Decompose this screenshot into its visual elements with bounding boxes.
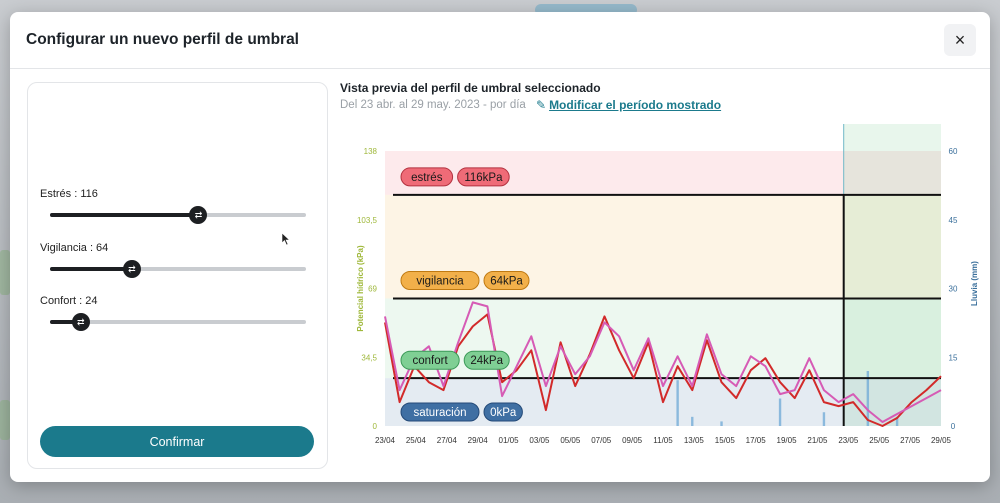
modal-title: Configurar un nuevo perfil de umbral <box>26 31 299 48</box>
backdrop-item <box>0 250 10 295</box>
x-tick-label: 27/04 <box>437 436 458 445</box>
zone-value-pill-text: 24kPa <box>470 355 503 367</box>
rain-bar <box>822 412 826 426</box>
zone-value-pill-bg <box>457 167 510 187</box>
slider-confort: Confort : 24 ⇄ <box>40 295 310 331</box>
zone-name-pill-bg <box>400 402 480 422</box>
slider-track-confort[interactable]: ⇄ <box>50 313 306 331</box>
x-tick-label: 01/05 <box>499 436 520 445</box>
right-tick-label: 15 <box>949 353 958 362</box>
slider-track-estres[interactable]: ⇄ <box>50 206 306 224</box>
x-tick-label: 27/05 <box>900 436 921 445</box>
x-tick-label: 23/05 <box>838 436 859 445</box>
slider-track-vigilancia[interactable]: ⇄ <box>50 260 306 278</box>
slider-fill-vigilancia <box>50 267 132 271</box>
rain-bar <box>778 398 782 426</box>
x-tick-label: 29/05 <box>931 436 952 445</box>
confirm-button[interactable]: Confirmar <box>40 426 314 457</box>
x-tick-label: 07/05 <box>591 436 612 445</box>
x-tick-label: 03/05 <box>529 436 550 445</box>
rain-bar <box>676 380 679 426</box>
x-tick-label: 25/05 <box>869 436 890 445</box>
left-tick-label: 34,5 <box>361 353 377 362</box>
x-tick-label: 21/05 <box>807 436 828 445</box>
threshold-chart: 0 34,5 69 103,5 138 0 15 30 45 60 23/04 25/04 27/04 2… <box>356 124 979 445</box>
preview-date-range: Del 23 abr. al 29 may. 2023 - por día <box>340 99 526 111</box>
threshold-profile-modal: Configurar un nuevo perfil de umbral × E… <box>10 12 990 482</box>
zone-name-pill-text: saturación <box>413 407 466 419</box>
zone-value-pill-text: 116kPa <box>464 172 503 184</box>
slider-label-estres: Estrés : 116 <box>40 188 98 200</box>
slider-fill-confort <box>50 320 81 324</box>
pencil-icon: ✎ <box>536 98 547 112</box>
left-tick-label: 103,5 <box>357 216 378 225</box>
x-tick-label: 15/05 <box>715 436 736 445</box>
slider-thumb-estres[interactable]: ⇄ <box>189 206 208 224</box>
left-axis-title: Potencial hídrico (kPa) <box>356 245 365 332</box>
right-tick-label: 45 <box>949 216 958 225</box>
mouse-cursor-icon <box>281 232 291 251</box>
rain-bar <box>895 416 899 426</box>
forecast-zone <box>843 124 941 426</box>
rain-bar <box>866 371 870 426</box>
left-tick-label: 138 <box>364 147 378 156</box>
right-tick-label: 0 <box>951 422 956 431</box>
slider-thumb-vigilancia[interactable]: ⇄ <box>122 260 141 278</box>
slider-thumb-confort[interactable]: ⇄ <box>71 313 90 331</box>
x-tick-label: 17/05 <box>746 436 767 445</box>
right-tick-label: 60 <box>949 147 958 156</box>
zone-value-pill-bg <box>463 350 510 370</box>
x-tick-label: 23/04 <box>375 436 396 445</box>
preview-title: Vista previa del perfil de umbral selecc… <box>340 81 601 95</box>
x-tick-label: 09/05 <box>622 436 643 445</box>
x-tick-label: 25/04 <box>406 436 427 445</box>
x-tick-label: 05/05 <box>560 436 581 445</box>
zone-name-pill-bg <box>400 271 480 291</box>
left-tick-label: 69 <box>368 285 377 294</box>
close-button[interactable]: × <box>944 24 976 56</box>
slider-fill-estres <box>50 213 199 217</box>
series-line-2 <box>384 301 942 423</box>
x-tick-label: 29/04 <box>468 436 489 445</box>
zone-value-pill-bg <box>483 402 523 422</box>
x-tick-label: 11/05 <box>653 436 673 445</box>
slider-label-confort: Confort : 24 <box>40 295 98 307</box>
zone-name-pill-text: vigilancia <box>416 276 464 288</box>
edit-period-link[interactable]: ✎ Modificar el período mostrado <box>536 98 721 112</box>
zone-name-pill-text: estrés <box>411 172 443 184</box>
zone-name-pill-bg <box>400 350 460 370</box>
right-tick-label: 30 <box>949 285 958 294</box>
backdrop-item <box>0 400 10 440</box>
series-line-1 <box>384 313 942 427</box>
zone-name-pill-text: confort <box>413 355 449 367</box>
slider-vigilancia: Vigilancia : 64 ⇄ <box>40 242 310 278</box>
zone-value-pill-text: 64kPa <box>490 276 523 288</box>
slider-estres: Estrés : 116 ⇄ <box>40 188 310 224</box>
modal-header: Configurar un nuevo perfil de umbral × <box>10 12 990 69</box>
threshold-sliders-panel: Estrés : 116 ⇄ Vigilancia : 64 ⇄ Confort… <box>27 82 328 469</box>
edit-period-label: Modificar el período mostrado <box>549 98 722 112</box>
rain-bar <box>691 416 694 426</box>
zone-value-pill-bg <box>483 271 530 291</box>
right-axis-title: Lluvia (mm) <box>970 261 979 306</box>
zone-name-pill-bg <box>400 167 454 187</box>
left-tick-label: 0 <box>373 422 378 431</box>
x-tick-label: 13/05 <box>684 436 705 445</box>
close-icon: × <box>954 29 966 50</box>
slider-label-vigilancia: Vigilancia : 64 <box>40 242 109 254</box>
x-tick-label: 19/05 <box>777 436 798 445</box>
zone-value-pill-text: 0kPa <box>490 407 517 419</box>
rain-bar <box>720 421 723 426</box>
